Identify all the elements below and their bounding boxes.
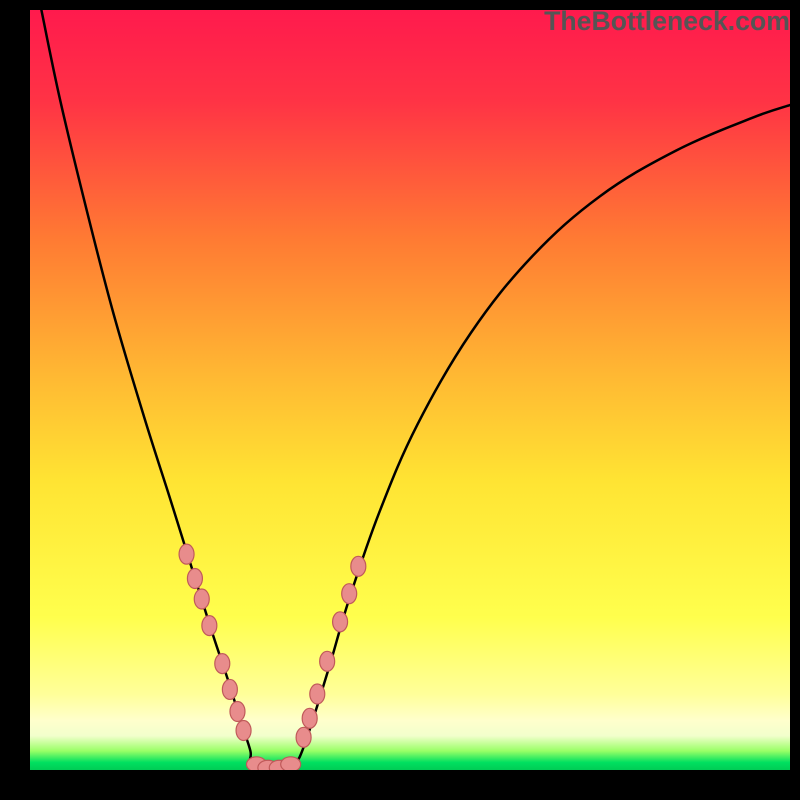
watermark-text: TheBottleneck.com: [544, 6, 790, 37]
marker-right-6: [351, 556, 366, 576]
plot-background: [30, 10, 790, 770]
bottleneck-v-curve-chart: [30, 10, 790, 770]
marker-right-4: [333, 612, 348, 632]
marker-right-1: [302, 708, 317, 728]
marker-left-5: [222, 679, 237, 699]
marker-left-3: [202, 616, 217, 636]
marker-left-2: [194, 589, 209, 609]
marker-left-4: [215, 654, 230, 674]
marker-left-7: [236, 720, 251, 740]
marker-right-5: [342, 584, 357, 604]
marker-left-1: [187, 568, 202, 588]
marker-left-0: [179, 544, 194, 564]
marker-right-2: [310, 684, 325, 704]
marker-left-6: [230, 701, 245, 721]
marker-bottom-3: [281, 757, 301, 770]
marker-right-0: [296, 727, 311, 747]
chart-canvas: TheBottleneck.com: [0, 0, 800, 800]
marker-right-3: [320, 651, 335, 671]
